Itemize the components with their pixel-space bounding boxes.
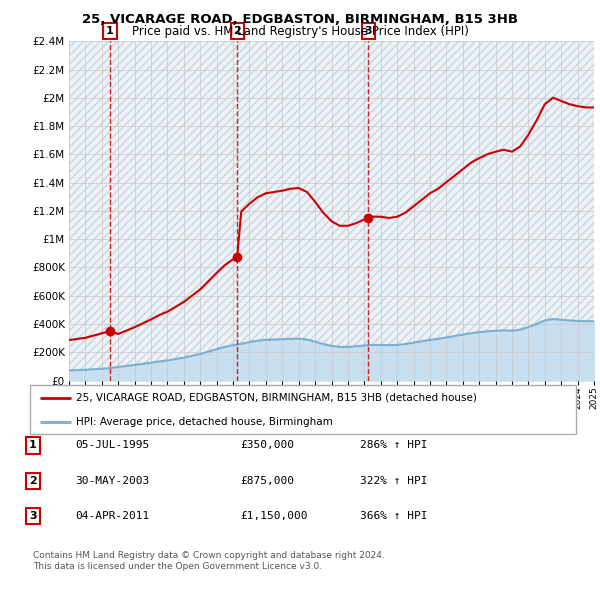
Text: 322% ↑ HPI: 322% ↑ HPI <box>360 476 427 486</box>
Text: 366% ↑ HPI: 366% ↑ HPI <box>360 512 427 521</box>
Text: 30-MAY-2003: 30-MAY-2003 <box>75 476 149 486</box>
Text: 25, VICARAGE ROAD, EDGBASTON, BIRMINGHAM, B15 3HB: 25, VICARAGE ROAD, EDGBASTON, BIRMINGHAM… <box>82 13 518 26</box>
Text: Price paid vs. HM Land Registry's House Price Index (HPI): Price paid vs. HM Land Registry's House … <box>131 25 469 38</box>
Text: 2: 2 <box>233 26 241 36</box>
Text: 05-JUL-1995: 05-JUL-1995 <box>75 441 149 450</box>
Text: Contains HM Land Registry data © Crown copyright and database right 2024.: Contains HM Land Registry data © Crown c… <box>33 551 385 560</box>
Text: HPI: Average price, detached house, Birmingham: HPI: Average price, detached house, Birm… <box>76 417 333 427</box>
Text: 25, VICARAGE ROAD, EDGBASTON, BIRMINGHAM, B15 3HB (detached house): 25, VICARAGE ROAD, EDGBASTON, BIRMINGHAM… <box>76 393 477 403</box>
Text: £1,150,000: £1,150,000 <box>240 512 308 521</box>
Text: £875,000: £875,000 <box>240 476 294 486</box>
Text: 3: 3 <box>365 26 372 36</box>
Text: 04-APR-2011: 04-APR-2011 <box>75 512 149 521</box>
Text: 286% ↑ HPI: 286% ↑ HPI <box>360 441 427 450</box>
Text: 2: 2 <box>29 476 37 486</box>
Text: 3: 3 <box>29 512 37 521</box>
Text: £350,000: £350,000 <box>240 441 294 450</box>
Text: 1: 1 <box>29 441 37 450</box>
FancyBboxPatch shape <box>30 385 576 434</box>
Text: 1: 1 <box>106 26 114 36</box>
Text: This data is licensed under the Open Government Licence v3.0.: This data is licensed under the Open Gov… <box>33 562 322 571</box>
